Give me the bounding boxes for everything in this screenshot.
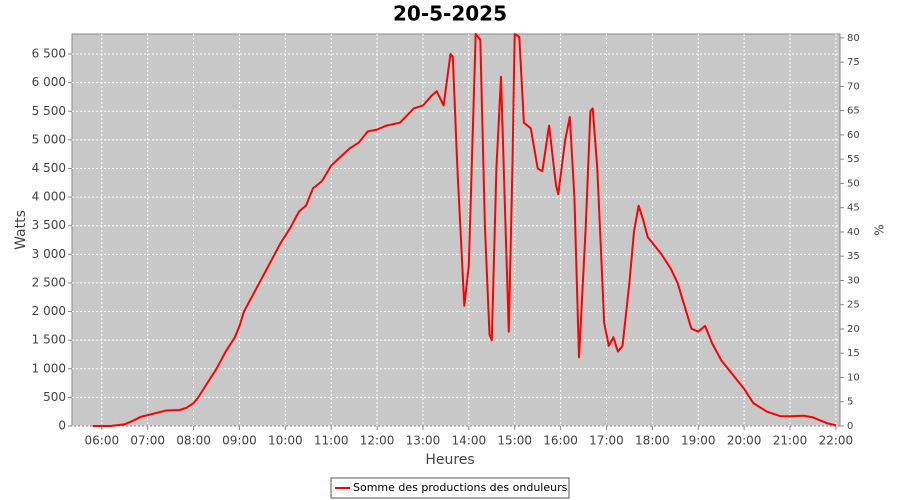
y-tick-label: 2 500 [32,275,66,289]
line-series [92,33,837,427]
x-tick-label: 11:00 [314,434,349,448]
y2-axis-label: % [873,224,887,235]
y2-tick-label: 40 [847,227,860,238]
x-tick-label: 09:00 [222,434,257,448]
y-tick-label: 6 500 [32,47,66,61]
y2-tick-label: 35 [847,251,860,262]
y-tick-label: 4 500 [32,161,66,175]
y-tick-label: 6 000 [32,75,66,89]
legend-box [330,477,570,499]
y2-tick-label: 75 [847,57,860,68]
y-tick-label: 1 500 [32,333,66,347]
y-tick-label: 500 [43,390,66,404]
y2-tick-label: 70 [847,81,860,92]
x-tick-label: 10:00 [268,434,303,448]
x-axis-label: Heures [425,452,474,468]
y2-tick-label: 15 [847,348,860,359]
plot-area [71,33,841,427]
y-tick-label: 2 000 [32,304,66,318]
x-tick-label: 13:00 [406,434,441,448]
y-tick-label: 0 [58,419,66,433]
x-tick-label: 20:00 [727,434,762,448]
y2-tick-label: 60 [847,130,860,141]
x-tick-label: 15:00 [497,434,532,448]
y2-tick-label: 10 [847,372,860,383]
y2-tick-label: 45 [847,203,860,214]
y-tick-label: 1 000 [32,361,66,375]
x-tick-label: 08:00 [176,434,211,448]
x-tick-label: 21:00 [773,434,808,448]
y2-tick-label: 55 [847,154,860,165]
y-tick-label: 3 500 [32,218,66,232]
y-tick-label: 3 000 [32,247,66,261]
x-tick-label: 17:00 [589,434,624,448]
y2-tick-label: 5 [847,397,853,408]
x-tick-label: 07:00 [130,434,165,448]
x-tick-label: 14:00 [452,434,487,448]
y-tick-label: 5 500 [32,104,66,118]
y2-tick-label: 80 [847,33,860,44]
x-tick-label: 12:00 [360,434,395,448]
y2-tick-label: 25 [847,300,860,311]
chart-title: 20-5-2025 [393,2,507,26]
y2-tick-label: 0 [847,421,853,432]
y2-tick-label: 20 [847,324,860,335]
x-tick-label: 22:00 [819,434,854,448]
x-tick-label: 06:00 [85,434,120,448]
y2-tick-label: 50 [847,178,860,189]
y2-tick-label: 30 [847,275,860,286]
y-axis-label: Watts [13,210,29,250]
legend: Somme des productions des onduleurs [330,477,570,499]
x-tick-label: 19:00 [681,434,716,448]
x-tick-label: 18:00 [635,434,670,448]
x-tick-label: 16:00 [543,434,578,448]
y2-tick-label: 65 [847,106,860,117]
y-tick-label: 4 000 [32,190,66,204]
legend-label: Somme des productions des onduleurs [353,481,568,494]
y-tick-label: 5 000 [32,132,66,146]
